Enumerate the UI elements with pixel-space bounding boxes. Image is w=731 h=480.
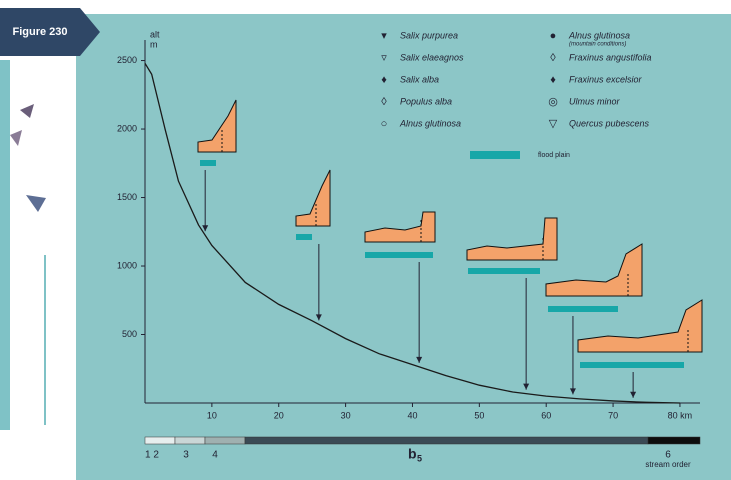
y-tick-label: 2500 bbox=[117, 55, 137, 65]
legend-label: Alnus glutinosa bbox=[568, 30, 630, 40]
x-tick-label: 10 bbox=[207, 410, 217, 420]
x-tick-label: 50 bbox=[474, 410, 484, 420]
y-tick-label: 1500 bbox=[117, 192, 137, 202]
page: Figure 230 altm 500 1000 1500 2000 2500 10 20 30… bbox=[0, 0, 731, 480]
legend-symbol: ○ bbox=[381, 118, 388, 130]
x-tick-label: 40 bbox=[407, 410, 417, 420]
legend-symbol: ● bbox=[550, 30, 557, 42]
stream-order-segment bbox=[145, 437, 175, 444]
legend-label: Ulmus minor bbox=[569, 96, 621, 106]
legend-symbol: ▿ bbox=[381, 52, 387, 64]
stream-order-label: 1 2 bbox=[145, 450, 159, 461]
legend-label: Fraxinus angustifolia bbox=[569, 52, 652, 62]
stream-order-segment bbox=[245, 437, 648, 444]
y-tick-label: 500 bbox=[122, 329, 137, 339]
y-tick-label: 2000 bbox=[117, 123, 137, 133]
inset-flood-bar bbox=[296, 234, 312, 240]
inset-flood-bar bbox=[468, 268, 540, 274]
legend-symbol: ▾ bbox=[381, 30, 387, 42]
legend-note: (mountain conditions) bbox=[569, 42, 626, 48]
figure-label: Figure 230 bbox=[12, 26, 67, 38]
inset-flood-bar bbox=[548, 306, 618, 312]
legend-symbol: ▽ bbox=[549, 118, 558, 130]
flood-plain-swatch bbox=[470, 151, 520, 159]
x-tick-label: 20 bbox=[274, 410, 284, 420]
legend-symbol: ◊ bbox=[550, 52, 556, 64]
x-tick-label: 60 bbox=[541, 410, 551, 420]
legend-label: Populus alba bbox=[400, 96, 452, 106]
stream-order-segment bbox=[205, 437, 245, 444]
inset-flood-bar bbox=[580, 362, 684, 368]
legend-symbol: ♦ bbox=[381, 74, 387, 86]
left-line bbox=[44, 255, 46, 425]
legend-symbol: ♦ bbox=[550, 74, 556, 86]
legend-label: Quercus pubescens bbox=[569, 118, 650, 128]
chart: Figure 230 altm 500 1000 1500 2000 2500 10 20 30… bbox=[0, 0, 731, 480]
y-tick-label: 1000 bbox=[117, 260, 137, 270]
flood-plain-label: flood plain bbox=[538, 152, 570, 159]
y-unit: m bbox=[150, 39, 158, 49]
legend-label: Fraxinus excelsior bbox=[569, 74, 643, 84]
stream-order-segment bbox=[175, 437, 205, 444]
stream-order-label: 6 bbox=[665, 450, 671, 461]
y-label: alt bbox=[150, 29, 160, 39]
stream-order-main: b bbox=[408, 446, 417, 462]
legend-label: Salix purpurea bbox=[400, 30, 458, 40]
x-tick-label: 80 km bbox=[668, 410, 693, 420]
legend-label: Salix alba bbox=[400, 74, 439, 84]
legend-symbol: ◎ bbox=[548, 96, 558, 108]
x-tick-label: 70 bbox=[608, 410, 618, 420]
left-strip bbox=[0, 60, 10, 430]
stream-order-caption: stream order bbox=[645, 460, 691, 469]
stream-order-segment bbox=[648, 437, 700, 444]
inset-flood-bar bbox=[200, 160, 216, 166]
legend-symbol: ◊ bbox=[381, 96, 387, 108]
x-tick-label: 30 bbox=[341, 410, 351, 420]
stream-order-sub: 5 bbox=[417, 453, 422, 463]
stream-order-label: 4 bbox=[212, 450, 218, 461]
legend-label: Alnus glutinosa bbox=[399, 118, 461, 128]
stream-order-label: 3 bbox=[183, 450, 189, 461]
legend-label: Salix elaeagnos bbox=[400, 52, 464, 62]
inset-flood-bar bbox=[365, 252, 433, 258]
